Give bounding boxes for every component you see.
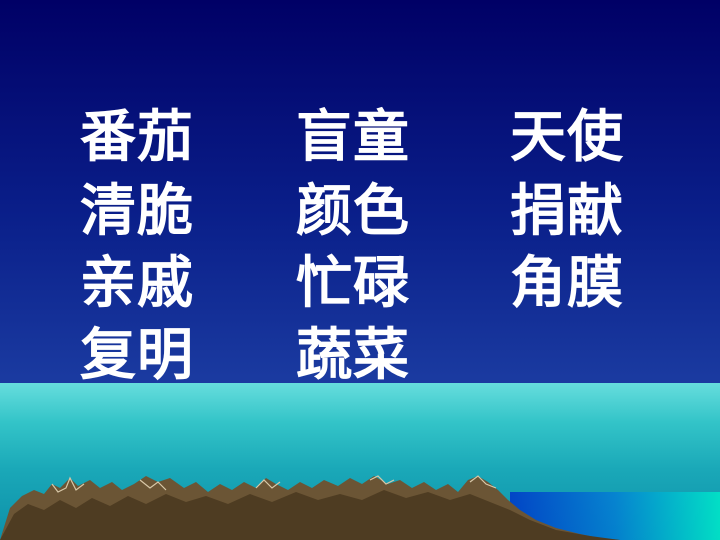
word: 蔬菜 xyxy=(296,323,410,388)
word: 盲童 xyxy=(296,105,410,170)
word: 忙碌 xyxy=(296,251,410,316)
word: 亲戚 xyxy=(80,251,194,316)
mountain-range-image xyxy=(0,475,620,540)
word: 角膜 xyxy=(510,251,624,316)
word: 清脆 xyxy=(80,179,194,244)
word: 捐献 xyxy=(510,179,624,244)
word: 颜色 xyxy=(296,179,410,244)
word: 复明 xyxy=(80,323,194,388)
word: 番茄 xyxy=(80,105,194,170)
word: 天使 xyxy=(510,105,624,170)
